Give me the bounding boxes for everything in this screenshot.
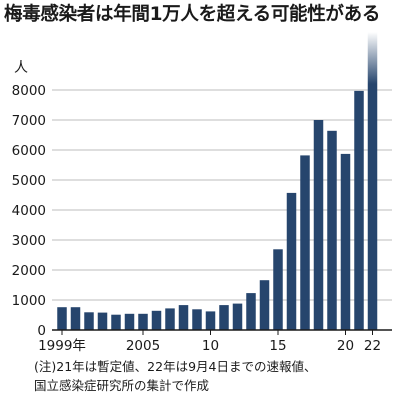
x-tick-label-2010: 10 bbox=[202, 338, 219, 354]
x-tick-label-2022: 22 bbox=[364, 338, 381, 354]
bar-2007 bbox=[165, 308, 175, 330]
bar-2019 bbox=[327, 130, 337, 330]
y-tick-label-1000: 1000 bbox=[12, 293, 46, 309]
bar-2010 bbox=[205, 311, 216, 330]
axes bbox=[52, 329, 392, 335]
tick-labels: 人 0 1000 2000 3000 4000 5000 6000 7000 8000 1999年 2… bbox=[12, 60, 381, 354]
bar-1999 bbox=[57, 307, 67, 330]
y-tick-label-5000: 5000 bbox=[12, 173, 46, 189]
y-tick-label-4000: 4000 bbox=[12, 203, 46, 219]
bar-2020 bbox=[340, 153, 351, 330]
y-tick-label-8000: 8000 bbox=[12, 83, 46, 99]
y-tick-label-2000: 2000 bbox=[12, 263, 46, 279]
bar-extension-2022 bbox=[367, 32, 378, 84]
bar-2016 bbox=[286, 192, 297, 330]
bar-2011 bbox=[219, 305, 229, 330]
bar-2005 bbox=[138, 313, 148, 330]
y-axis-unit-label: 人 bbox=[14, 60, 28, 76]
x-tick-label-2015: 15 bbox=[269, 338, 286, 354]
y-tick-label-0: 0 bbox=[37, 323, 46, 339]
footnote-line-2: 国立感染症研究所の集計で作成 bbox=[34, 378, 210, 393]
bar-2014 bbox=[259, 280, 270, 330]
x-tick-label-1999: 1999年 bbox=[38, 338, 86, 354]
footnote-line-1: (注)21年は暫定値、22年は9月4日までの速報値、 bbox=[34, 359, 317, 374]
bar-2004 bbox=[124, 313, 135, 330]
bar-2013 bbox=[246, 293, 256, 330]
chart-title: 梅毒感染者は年間1万人を超える可能性がある bbox=[4, 4, 381, 25]
y-tick-label-3000: 3000 bbox=[12, 233, 46, 249]
bar-2021 bbox=[354, 90, 364, 331]
bar-2003 bbox=[111, 314, 121, 330]
bar-2018 bbox=[313, 120, 324, 330]
x-tick-label-2020: 20 bbox=[337, 338, 354, 354]
bar-2015 bbox=[273, 249, 283, 330]
y-tick-label-6000: 6000 bbox=[12, 143, 46, 159]
bar-2009 bbox=[192, 309, 202, 330]
bar-2001 bbox=[84, 312, 94, 330]
x-tick-label-2005: 2005 bbox=[126, 338, 160, 354]
y-tick-label-7000: 7000 bbox=[12, 113, 46, 129]
bar-2000 bbox=[70, 307, 81, 330]
bar-2006 bbox=[151, 310, 162, 330]
bar-2022 bbox=[367, 84, 378, 330]
bar-2012 bbox=[232, 303, 243, 330]
bar-2017 bbox=[300, 155, 310, 330]
bar-2008 bbox=[178, 305, 189, 330]
bar-2002 bbox=[97, 312, 108, 330]
bars bbox=[57, 32, 378, 331]
